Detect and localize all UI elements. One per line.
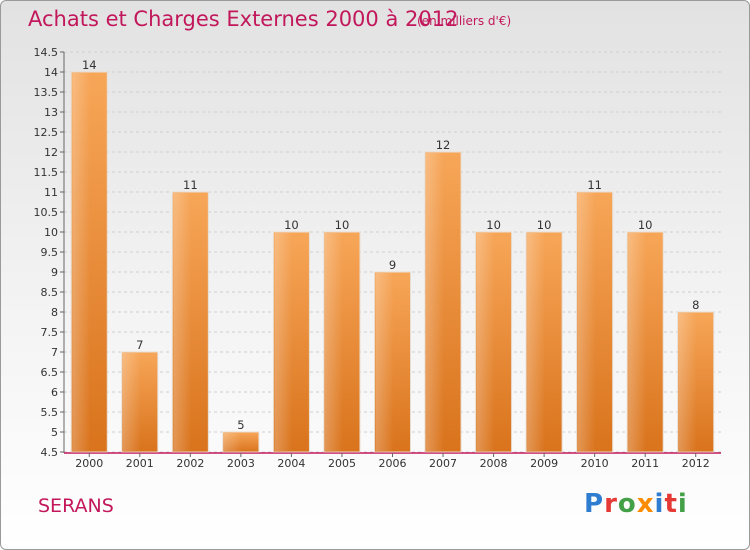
y-tick-label: 14 bbox=[44, 66, 58, 79]
bar-value-label: 12 bbox=[436, 138, 451, 152]
y-tick-label: 14.5 bbox=[34, 46, 59, 59]
bar-highlight bbox=[628, 233, 647, 451]
x-tick-label: 2004 bbox=[277, 457, 305, 470]
y-tick-label: 8.5 bbox=[41, 286, 59, 299]
bar-value-label: 7 bbox=[136, 338, 143, 352]
y-tick-label: 12 bbox=[44, 146, 58, 159]
bar-highlight bbox=[324, 233, 343, 451]
bar-value-label: 10 bbox=[638, 218, 653, 232]
logo-letter: i bbox=[654, 489, 665, 519]
bar-highlight bbox=[426, 153, 445, 451]
x-tick-label: 2012 bbox=[682, 457, 710, 470]
x-tick-label: 2001 bbox=[126, 457, 154, 470]
bar-value-label: 5 bbox=[237, 418, 244, 432]
y-tick-label: 8 bbox=[51, 306, 58, 319]
x-tick-label: 2000 bbox=[75, 457, 103, 470]
x-tick-label: 2002 bbox=[176, 457, 204, 470]
bar-value-label: 8 bbox=[692, 298, 699, 312]
y-tick-label: 13.5 bbox=[34, 86, 59, 99]
chart-title: Achats et Charges Externes 2000 à 2012 bbox=[28, 7, 459, 31]
bar-value-label: 11 bbox=[183, 178, 198, 192]
bar-value-label: 9 bbox=[389, 258, 396, 272]
y-tick-label: 6.5 bbox=[41, 366, 59, 379]
bar-highlight bbox=[274, 233, 293, 451]
proxiti-logo: Proxiti bbox=[584, 489, 688, 519]
logo-letter: r bbox=[604, 489, 618, 519]
logo-letter: o bbox=[617, 489, 637, 519]
x-tick-label: 2007 bbox=[429, 457, 457, 470]
bar-highlight bbox=[173, 193, 192, 451]
y-tick-label: 5 bbox=[51, 426, 58, 439]
x-tick-label: 2009 bbox=[530, 457, 558, 470]
bar-highlight bbox=[527, 233, 546, 451]
y-tick-label: 11 bbox=[44, 186, 58, 199]
y-tick-label: 13 bbox=[44, 106, 58, 119]
y-tick-label: 6 bbox=[51, 386, 58, 399]
bar-highlight bbox=[678, 313, 697, 451]
y-tick-label: 12.5 bbox=[34, 126, 59, 139]
y-tick-label: 10 bbox=[44, 226, 58, 239]
bar-highlight bbox=[122, 353, 141, 451]
bar-value-label: 10 bbox=[537, 218, 552, 232]
y-tick-label: 5.5 bbox=[41, 406, 59, 419]
commune-name: SERANS bbox=[38, 495, 114, 517]
bar-value-label: 10 bbox=[284, 218, 299, 232]
x-tick-label: 2010 bbox=[581, 457, 609, 470]
bar-value-label: 11 bbox=[587, 178, 602, 192]
x-tick-label: 2003 bbox=[227, 457, 255, 470]
y-tick-label: 10.5 bbox=[34, 206, 59, 219]
y-tick-label: 11.5 bbox=[34, 166, 59, 179]
logo-letter: P bbox=[584, 489, 605, 519]
bar-highlight bbox=[72, 73, 91, 451]
bar-value-label: 10 bbox=[335, 218, 350, 232]
x-tick-label: 2006 bbox=[379, 457, 407, 470]
bar-highlight bbox=[577, 193, 596, 451]
bar-value-label: 14 bbox=[82, 58, 97, 72]
bar-highlight bbox=[476, 233, 495, 451]
y-tick-label: 4.5 bbox=[41, 446, 59, 459]
y-tick-label: 9 bbox=[51, 266, 58, 279]
y-tick-label: 9.5 bbox=[41, 246, 59, 259]
x-tick-label: 2011 bbox=[631, 457, 659, 470]
x-tick-label: 2008 bbox=[480, 457, 508, 470]
logo-letter: i bbox=[677, 489, 688, 519]
logo-letter: t bbox=[664, 489, 678, 519]
y-tick-label: 7.5 bbox=[41, 326, 59, 339]
y-tick-label: 7 bbox=[51, 346, 58, 359]
bar-highlight bbox=[223, 433, 242, 451]
x-tick-label: 2005 bbox=[328, 457, 356, 470]
chart-subtitle: (en milliers d'€) bbox=[417, 14, 512, 28]
bar-highlight bbox=[375, 273, 394, 451]
logo-letter: x bbox=[636, 489, 655, 519]
bar-value-label: 10 bbox=[486, 218, 501, 232]
